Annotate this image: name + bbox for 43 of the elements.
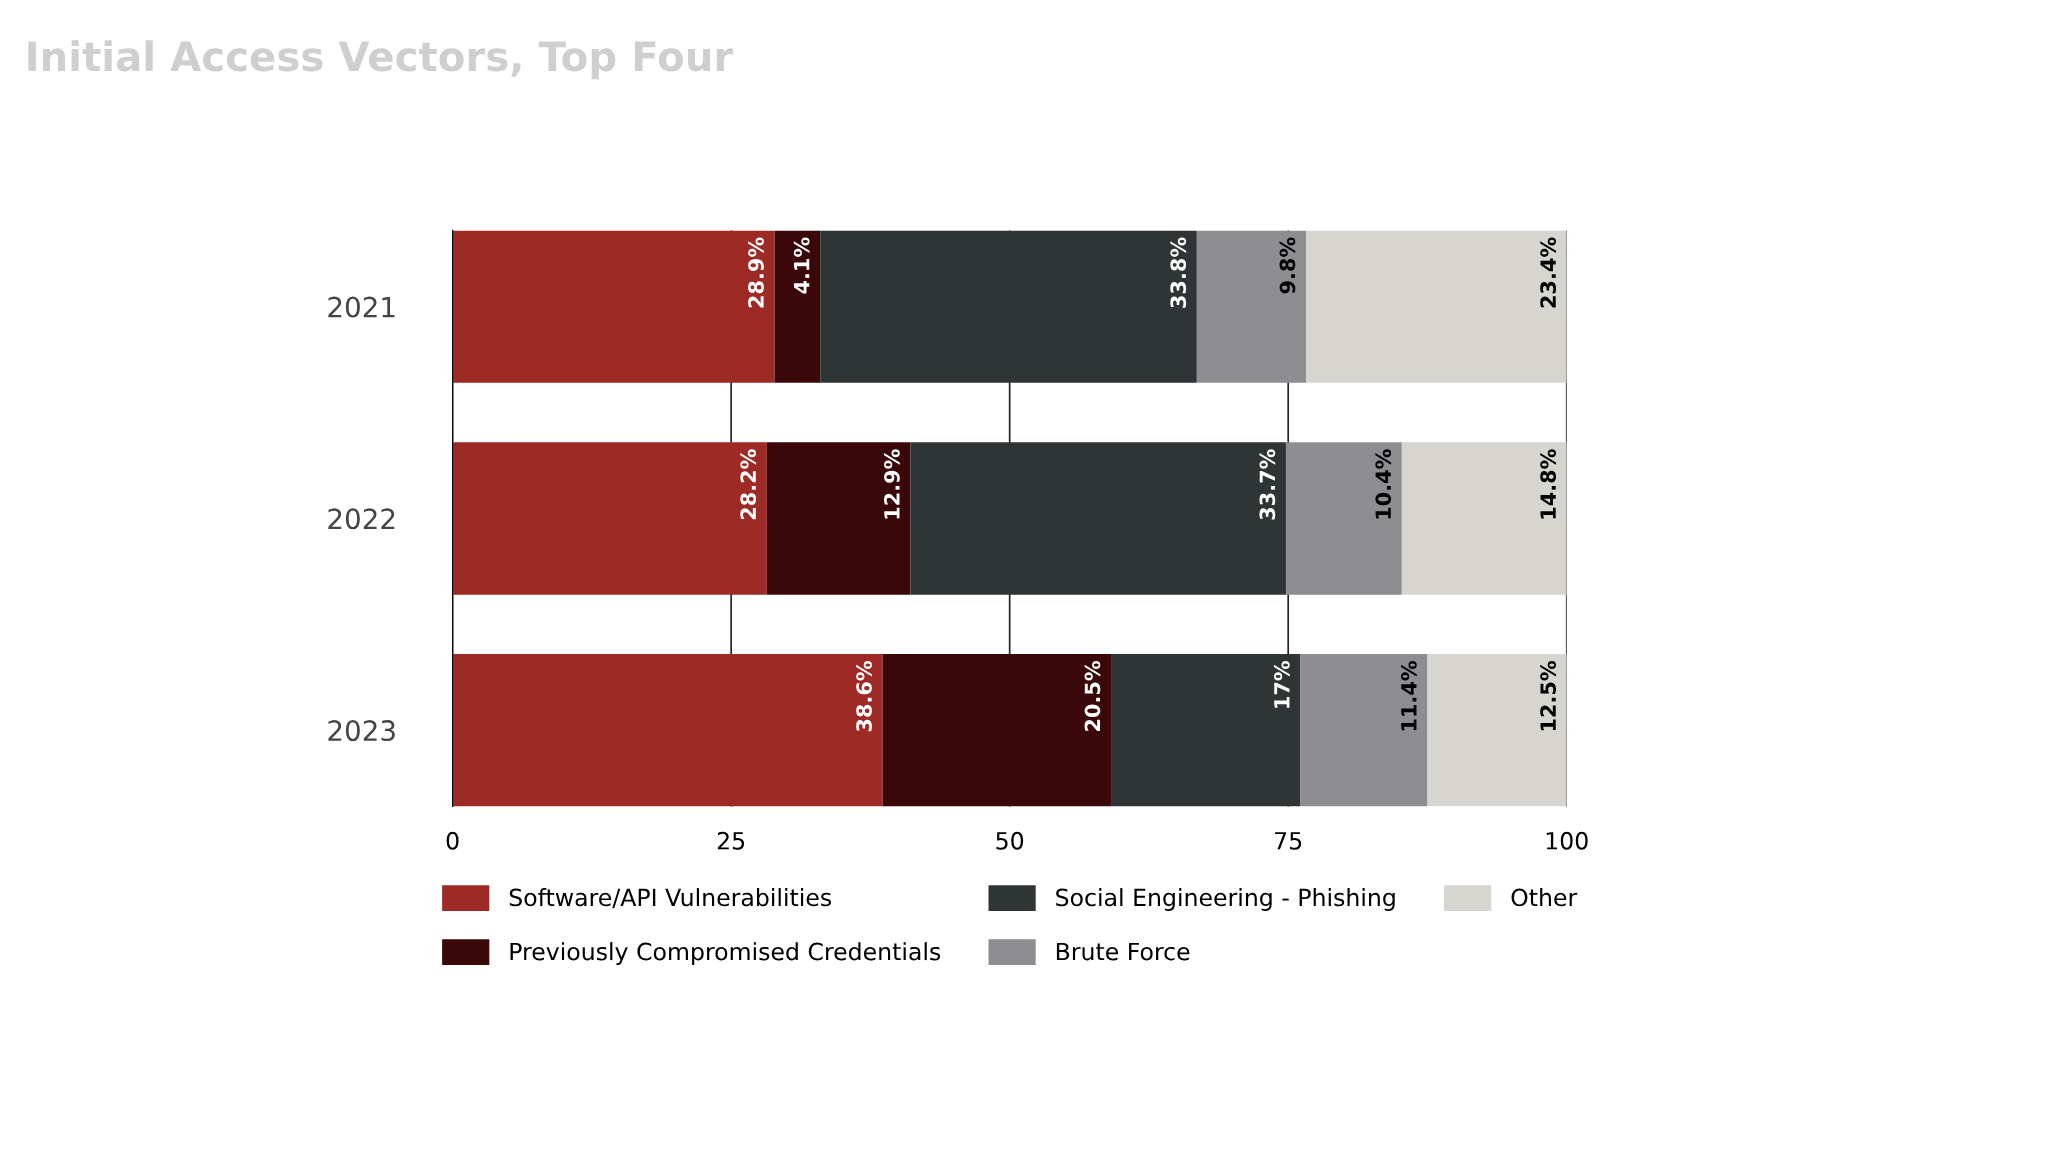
data-label: 33.8% [1170, 237, 1187, 308]
y-tick-label: 2021 [328, 296, 395, 318]
data-label: 20.5% [1084, 660, 1101, 731]
bar [452, 442, 767, 595]
data-label: 28.2% [740, 449, 757, 520]
bar [882, 653, 1112, 807]
legend-label: Software/API Vulnerabilities [509, 888, 832, 909]
x-tick-label: 50 [996, 831, 1024, 850]
x-tick-label: 75 [1275, 832, 1302, 850]
data-label: 12.5% [1540, 660, 1556, 731]
bar [1401, 442, 1567, 595]
bar [1300, 653, 1428, 807]
legend-label: Other [1511, 888, 1578, 907]
data-label: 23.4% [1540, 237, 1556, 308]
legend-label: Previously Compromised Credentials [510, 942, 941, 966]
bar [452, 230, 775, 383]
x-tick-label: 0 [446, 831, 459, 850]
bar [910, 442, 1286, 595]
x-tick-label: 100 [1546, 831, 1588, 850]
bar [820, 230, 1197, 383]
y-tick-label: 2023 [328, 720, 395, 742]
bar [1427, 653, 1567, 807]
data-label: 10.4% [1375, 449, 1392, 519]
bar [766, 442, 911, 595]
data-label: 11.4% [1400, 660, 1417, 731]
data-label: 12.9% [884, 449, 900, 519]
data-label: 14.8% [1540, 449, 1556, 519]
legend-label: Brute Force [1056, 942, 1190, 961]
bar [1285, 442, 1402, 595]
bar [774, 230, 821, 383]
bar [1196, 230, 1307, 383]
y-tick-label: 2022 [328, 508, 395, 530]
data-label: 9.8% [1279, 237, 1296, 294]
data-label: 28.9% [748, 237, 764, 308]
legend-label: Social Engineering - Phishing [1056, 888, 1395, 911]
bar [452, 653, 883, 807]
x-tick-label: 25 [717, 831, 745, 850]
data-label: 33.7% [1259, 449, 1276, 520]
data-label: 4.1% [793, 237, 810, 294]
bar [1306, 230, 1567, 383]
data-label: 38.6% [856, 660, 872, 732]
data-label: 17% [1273, 660, 1290, 708]
bar [1111, 653, 1301, 807]
